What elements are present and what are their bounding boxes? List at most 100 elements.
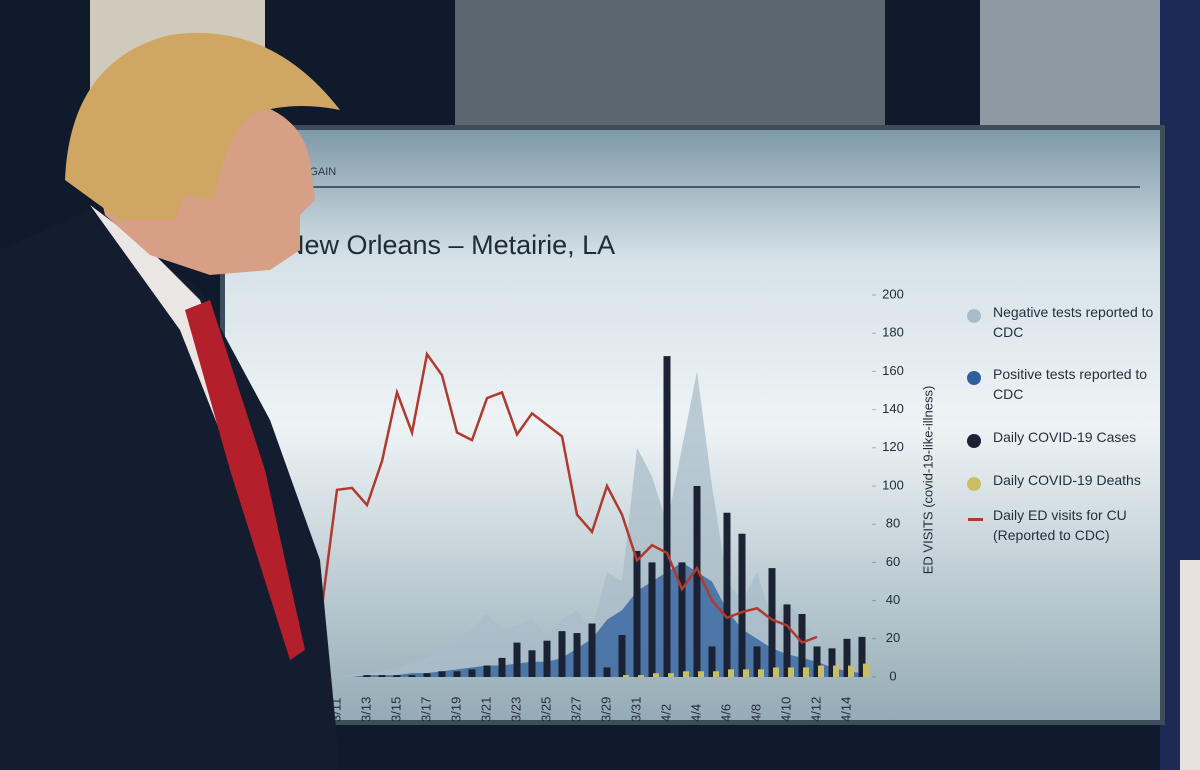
legend-swatch (967, 477, 981, 491)
flag-stripe (1180, 560, 1200, 770)
bar (513, 642, 521, 677)
y-tick-label: 180 (882, 325, 904, 340)
bar (573, 633, 581, 677)
x-tick-label: 4/4 (688, 704, 703, 722)
bar (378, 675, 386, 677)
hair (65, 32, 340, 220)
bar (483, 665, 491, 677)
x-tick-label: 3/15 (388, 697, 403, 722)
bar (723, 512, 731, 677)
bar (438, 671, 446, 677)
bar (813, 646, 821, 677)
bar (588, 623, 596, 677)
bar (768, 568, 776, 677)
x-tick-label: 3/17 (418, 697, 433, 722)
y-axis-title: ED VISITS (covid-19-like-illness) (920, 386, 935, 575)
legend-swatch (968, 518, 983, 521)
x-tick-label: 3/13 (358, 697, 373, 722)
legend-label: Daily ED visits for CU (Reported to CDC) (993, 507, 1127, 543)
bar (788, 667, 794, 677)
legend-swatch (967, 309, 981, 323)
bar (528, 650, 536, 677)
bar (453, 671, 461, 677)
bar (498, 657, 506, 677)
bar (648, 562, 656, 677)
y-tick-label: 60 (886, 554, 900, 569)
bar (468, 669, 476, 677)
bar (753, 646, 761, 677)
bar (783, 604, 791, 677)
bar (818, 665, 824, 677)
bar (603, 667, 611, 677)
legend-swatch (967, 434, 981, 448)
bar (828, 648, 836, 677)
bar (848, 665, 854, 677)
bar (693, 486, 701, 677)
y-tick-label: 160 (882, 363, 904, 378)
x-tick-label: 4/14 (838, 697, 853, 722)
bar (408, 675, 416, 677)
bar (668, 673, 674, 677)
bar (833, 665, 839, 677)
y-tick-label: 140 (882, 401, 904, 416)
bar (363, 675, 371, 677)
bar (728, 669, 734, 677)
x-tick-label: 3/25 (538, 697, 553, 722)
bar (623, 675, 629, 677)
x-tick-label: 3/27 (568, 697, 583, 722)
bar (683, 671, 689, 677)
bar (863, 663, 869, 677)
bar (393, 675, 401, 677)
x-tick-label: 3/23 (508, 697, 523, 722)
bar (558, 631, 566, 677)
y-tick-label: 100 (882, 477, 904, 492)
bar (423, 673, 431, 677)
bar (798, 613, 806, 677)
bar (738, 533, 746, 677)
bar (678, 562, 686, 677)
legend-label: Daily COVID-19 Cases (993, 429, 1137, 445)
y-tick-label: 200 (882, 286, 904, 301)
x-tick-label: 3/21 (478, 697, 493, 722)
x-tick-label: 4/12 (808, 697, 823, 722)
tie (185, 300, 305, 660)
bar (543, 640, 551, 677)
y-tick-label: 120 (882, 439, 904, 454)
legend-label: Positive tests reported to CDC (993, 366, 1148, 402)
bar (638, 675, 644, 677)
chart-title: New Orleans – Metairie, LA (285, 230, 615, 260)
person (0, 32, 340, 770)
bar (758, 669, 764, 677)
y-tick-label: 0 (889, 668, 896, 683)
line (320, 351, 818, 645)
legend-label: Negative tests reported to CDC (993, 304, 1154, 340)
bar (773, 667, 779, 677)
y-tick-label: 80 (886, 516, 900, 531)
bar (743, 669, 749, 677)
x-tick-label: 4/8 (748, 704, 763, 722)
window (455, 0, 885, 135)
x-tick-label: 3/29 (598, 697, 613, 722)
bar (858, 636, 866, 677)
bar (698, 671, 704, 677)
x-tick-label: 4/6 (718, 704, 733, 722)
legend-swatch (967, 371, 981, 385)
bar (618, 634, 626, 677)
bar (663, 356, 671, 677)
x-tick-label: 4/2 (658, 704, 673, 722)
bar (843, 638, 851, 677)
suit (0, 210, 340, 770)
bar (653, 673, 659, 677)
bar (803, 667, 809, 677)
y-tick-label: 20 (886, 630, 900, 645)
x-tick-label: 3/31 (628, 697, 643, 722)
legend-label: Daily COVID-19 Deaths (993, 472, 1141, 488)
x-tick-label: 3/19 (448, 697, 463, 722)
bar (633, 550, 641, 677)
bar (713, 671, 719, 677)
wall (980, 0, 1160, 125)
x-tick-label: 4/10 (778, 697, 793, 722)
